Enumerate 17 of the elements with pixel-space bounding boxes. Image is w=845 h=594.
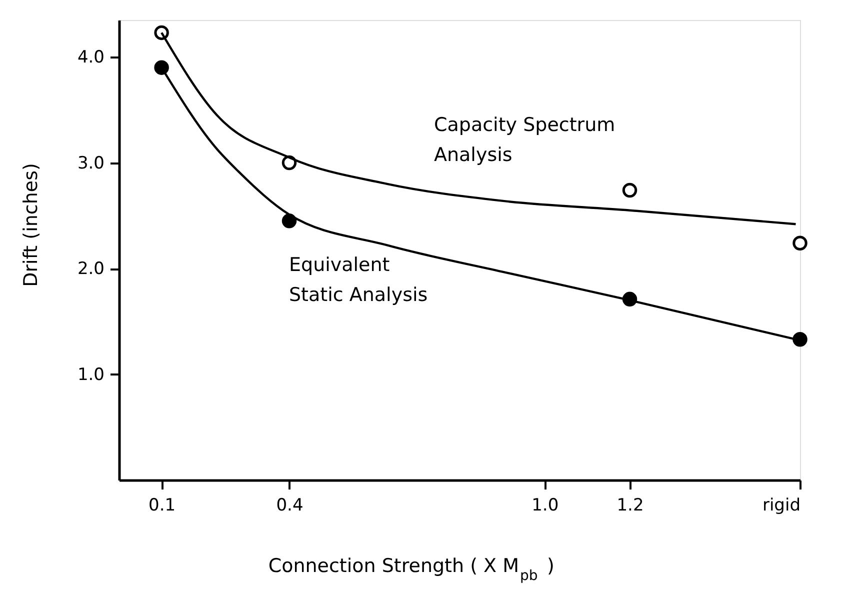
x-tick-label: 1.0 [532,496,559,516]
x-tick-label: 0.1 [148,496,176,516]
y-tick-label: 4.0 [77,48,104,68]
y-axis-title: Drift (inches) [20,163,42,287]
x-tick-label: rigid [762,496,800,516]
point [622,182,638,198]
point [282,214,297,228]
point [154,60,169,75]
y-tick-label: 1.0 [77,364,104,385]
x-tick-label: 1.2 [616,496,644,516]
y-tick-label: 2.0 [77,259,104,280]
point [792,236,808,250]
series-label: Capacity Spectrum Analysis [434,114,616,166]
series-label: Equivalent Static Analysis [289,254,428,306]
point [792,332,808,347]
x-tick-label: 0.4 [276,496,304,516]
y-tick-label: 3.0 [77,153,104,174]
